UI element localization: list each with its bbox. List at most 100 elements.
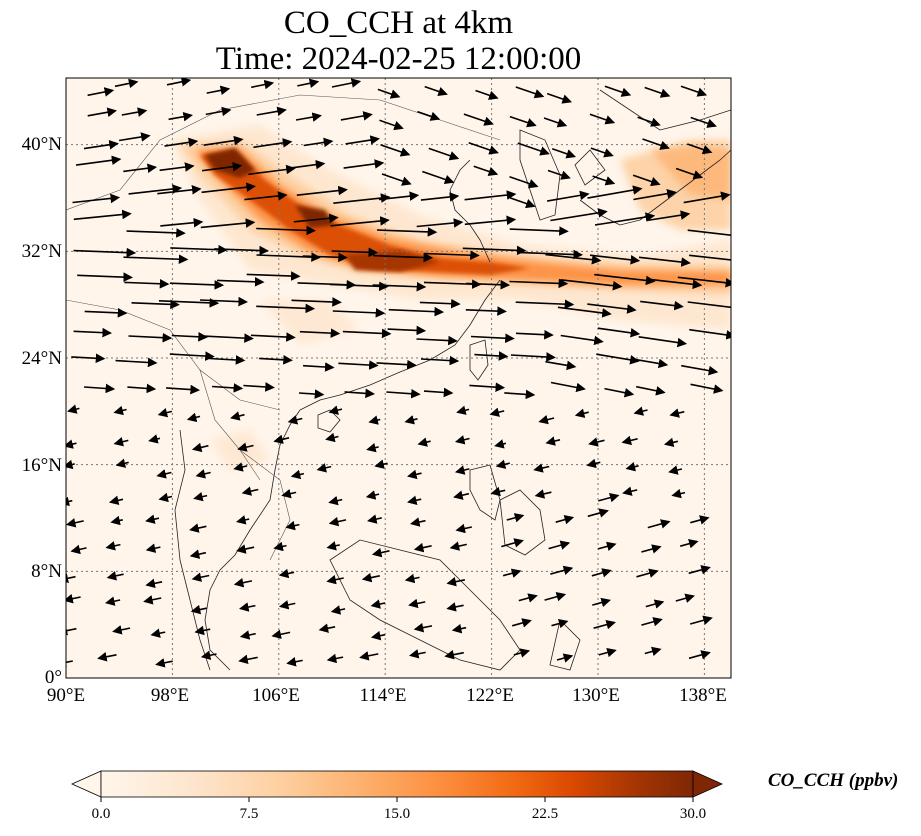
wind-arrow	[501, 538, 524, 548]
wind-arrow	[428, 147, 460, 161]
wind-arrow	[546, 92, 573, 104]
wind-arrow	[534, 489, 552, 499]
wind-arrow	[593, 619, 616, 630]
wind-arrow	[157, 185, 202, 195]
wind-arrow	[675, 167, 704, 180]
wind-arrow	[637, 116, 661, 127]
wind-arrow	[281, 488, 297, 499]
wind-arrow	[302, 252, 348, 263]
wind-arrow	[214, 245, 269, 256]
colorbar-label: CO_CCH (ppbv)	[768, 770, 899, 791]
lon-tick-98e: 98°E	[150, 685, 190, 706]
wind-arrow	[551, 618, 569, 629]
wind-arrow	[597, 327, 641, 338]
wind-arrow	[326, 574, 344, 585]
wind-arrow	[550, 381, 586, 393]
wind-arrow	[587, 185, 643, 199]
wind-arrow	[203, 333, 254, 343]
wind-arrow	[474, 351, 509, 361]
wind-arrow	[66, 593, 81, 604]
wind-arrow	[444, 649, 464, 660]
wind-arrow	[113, 437, 129, 447]
wind-arrow	[416, 335, 458, 346]
lon-tick-114e: 114°E	[359, 685, 407, 706]
lat-tick-8n: 8°N	[31, 561, 62, 582]
wind-arrow	[290, 469, 305, 480]
wind-arrow	[73, 327, 112, 338]
wind-arrow	[285, 520, 300, 531]
wind-arrow	[594, 212, 656, 226]
wind-arrow	[299, 328, 341, 338]
wind-arrow	[241, 486, 259, 496]
wind-arrow	[75, 155, 122, 166]
wind-arrow	[663, 437, 679, 448]
wind-arrow	[318, 623, 336, 633]
wind-arrow	[316, 463, 332, 473]
wind-arrow	[468, 141, 499, 155]
wind-arrow	[370, 599, 386, 609]
wind-arrow	[513, 648, 531, 658]
wind-arrow	[201, 182, 256, 194]
wind-arrow	[592, 175, 616, 186]
wind-arrow	[550, 208, 608, 222]
wind-arrow	[342, 328, 392, 339]
wind-arrow	[589, 254, 641, 265]
wind-arrow	[469, 382, 506, 392]
wind-arrow	[446, 602, 464, 612]
wind-arrow	[464, 190, 517, 201]
wind-arrow	[236, 544, 255, 554]
wind-arrow	[636, 568, 659, 578]
wind-arrow	[110, 515, 123, 526]
wind-arrow	[237, 442, 254, 452]
wind-arrow	[504, 389, 536, 400]
wind-arrow	[368, 415, 381, 425]
wind-arrow	[687, 229, 731, 236]
wind-arrow	[246, 271, 301, 281]
wind-arrow	[533, 463, 550, 473]
wind-arrow	[489, 407, 505, 417]
wind-arrow	[66, 625, 77, 636]
wind-arrow	[671, 488, 686, 499]
wind-arrow	[128, 184, 183, 195]
wind-arrow	[598, 647, 617, 658]
wind-arrow	[379, 119, 404, 131]
wind-arrow	[641, 544, 662, 554]
wind-arrow	[642, 138, 670, 150]
wind-arrow	[191, 572, 210, 582]
wind-arrow	[164, 137, 199, 148]
wind-arrow	[359, 651, 379, 661]
wind-arrow	[230, 411, 245, 421]
wind-arrow	[66, 657, 73, 668]
wind-arrow	[641, 617, 663, 627]
wind-arrow	[244, 191, 288, 201]
map-background	[66, 78, 731, 678]
wind-arrow	[510, 352, 556, 362]
wind-arrow	[325, 432, 339, 443]
wind-arrow	[560, 334, 604, 346]
wind-arrow	[688, 565, 711, 575]
wind-arrow	[386, 388, 421, 399]
wind-arrow	[413, 622, 433, 633]
wind-arrow	[143, 595, 162, 605]
wind-arrow	[233, 577, 253, 588]
wind-arrow	[598, 492, 620, 503]
wind-arrow	[370, 630, 386, 641]
wind-arrow	[189, 549, 207, 559]
wind-arrow	[105, 596, 121, 606]
wind-arrow	[209, 355, 246, 365]
wind-arrow	[517, 249, 583, 260]
wind-arrow	[455, 523, 472, 534]
wind-arrow	[273, 434, 290, 445]
wind-arrow	[644, 86, 671, 98]
wind-arrow	[338, 360, 379, 370]
wind-arrow	[378, 191, 420, 201]
wind-arrow	[518, 593, 538, 603]
wind-arrow	[66, 439, 77, 449]
wind-arrow	[502, 568, 522, 578]
wind-arrow	[408, 598, 426, 609]
wind-arrow	[253, 138, 293, 149]
wind-arrow	[640, 300, 684, 311]
wind-arrow	[123, 254, 189, 265]
wind-arrow	[681, 364, 719, 376]
wind-arrow	[200, 218, 256, 229]
